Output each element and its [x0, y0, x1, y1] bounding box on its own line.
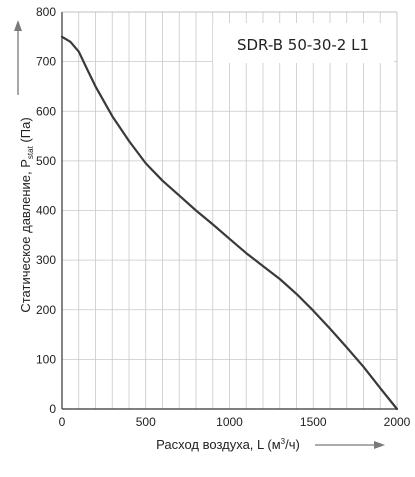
x-tick-label: 500: [136, 415, 156, 429]
x-tick-labels: 0 500 1000 1500 2000: [59, 415, 411, 429]
y-axis-title: Статическое давление, Pstat (Па): [18, 117, 35, 312]
model-label-box: [213, 23, 394, 63]
x-axis-arrow: [315, 441, 385, 449]
y-tick-label: 100: [36, 352, 56, 366]
y-tick-labels: 0 100 200 300 400 500 600 700 800: [36, 5, 56, 416]
y-tick-label: 300: [36, 253, 56, 267]
x-tick-label: 2000: [384, 415, 411, 429]
y-tick-label: 200: [36, 303, 56, 317]
y-tick-label: 0: [49, 402, 56, 416]
fan-curve-line: [60, 35, 399, 411]
y-tick-label: 400: [36, 204, 56, 218]
y-tick-label: 800: [36, 5, 56, 19]
y-tick-label: 500: [36, 154, 56, 168]
chart-title: SDR-B 50-30-2 L1: [237, 36, 369, 54]
axes: [61, 11, 398, 410]
y-tick-label: 700: [36, 55, 56, 69]
x-axis-title: Расход воздуха, L (м3/ч): [156, 437, 300, 452]
y-axis-arrow: [14, 20, 22, 95]
x-tick-label: 0: [59, 415, 66, 429]
grid-lines: [62, 11, 397, 409]
y-tick-label: 600: [36, 104, 56, 118]
x-tick-label: 1500: [300, 415, 327, 429]
x-tick-label: 1000: [216, 415, 243, 429]
